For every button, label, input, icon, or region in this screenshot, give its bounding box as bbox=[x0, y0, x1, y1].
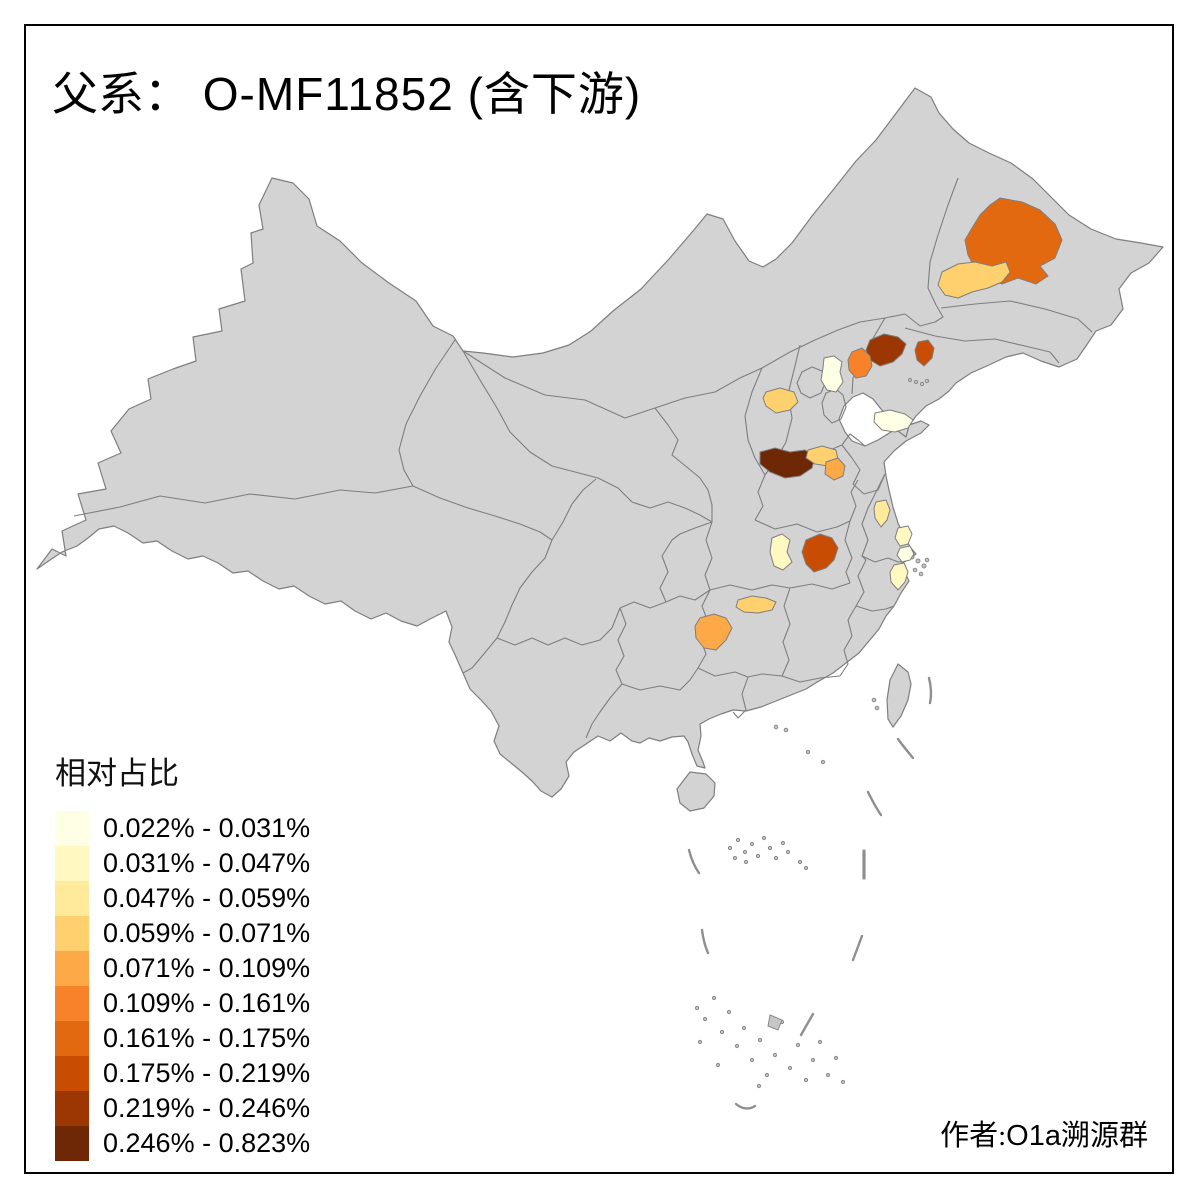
legend-swatch bbox=[55, 1126, 89, 1161]
legend-swatch bbox=[55, 986, 89, 1021]
choropleth-regions bbox=[694, 197, 1063, 651]
legend-label: 0.031% - 0.047% bbox=[103, 848, 311, 878]
map-region-17 bbox=[889, 562, 909, 591]
legend-label: 0.246% - 0.823% bbox=[103, 1128, 311, 1158]
china-mainland bbox=[36, 87, 1164, 798]
legend-title: 相对占比 bbox=[55, 756, 179, 791]
map-region-2 bbox=[937, 261, 1011, 299]
legend-label: 0.175% - 0.219% bbox=[103, 1058, 311, 1088]
map-region-16 bbox=[896, 545, 915, 563]
attribution-group-cjk: 溯源群 bbox=[1060, 1120, 1148, 1152]
legend-row: 0.071% - 0.109% bbox=[55, 951, 310, 986]
legend-swatch bbox=[55, 1056, 89, 1091]
legend-label: 0.219% - 0.246% bbox=[103, 1093, 311, 1123]
map-region-18 bbox=[735, 595, 777, 614]
legend-swatch bbox=[55, 951, 89, 986]
map-region-5 bbox=[914, 339, 935, 367]
attribution: 作者:O1a溯源群 bbox=[940, 1112, 1148, 1154]
legend-swatch bbox=[55, 1021, 89, 1056]
legend-swatch bbox=[55, 881, 89, 916]
map-region-12 bbox=[873, 499, 891, 528]
map-region-13 bbox=[769, 533, 793, 571]
island-dots bbox=[694, 377, 930, 1089]
islands bbox=[676, 663, 912, 812]
legend: 相对占比 0.022% - 0.031% 0.031% - 0.047% 0.047… bbox=[55, 748, 310, 1161]
legend-label: 0.059% - 0.071% bbox=[103, 918, 311, 948]
map-region-7 bbox=[762, 387, 799, 414]
legend-label: 0.047% - 0.059% bbox=[103, 883, 311, 913]
legend-row: 0.031% - 0.047% bbox=[55, 846, 310, 881]
province-borders bbox=[73, 177, 1093, 739]
legend-swatch bbox=[55, 916, 89, 951]
legend-label: 0.071% - 0.109% bbox=[103, 953, 311, 983]
map-region-9 bbox=[759, 447, 816, 479]
map-region-19 bbox=[694, 613, 733, 651]
page-title: 父系： O-MF11852 (含下游) bbox=[52, 58, 641, 124]
legend-label: 0.022% - 0.031% bbox=[103, 813, 311, 843]
legend-row: 0.022% - 0.031% bbox=[55, 811, 310, 846]
legend-items: 0.022% - 0.031% 0.031% - 0.047% 0.047% - 0… bbox=[55, 811, 310, 1161]
map-region-14 bbox=[801, 533, 839, 573]
map-region-8 bbox=[873, 409, 914, 433]
legend-label: 0.109% - 0.161% bbox=[103, 988, 311, 1018]
legend-row: 0.047% - 0.059% bbox=[55, 881, 310, 916]
map-region-4 bbox=[847, 347, 873, 379]
taiwan-island bbox=[886, 663, 912, 728]
legend-label: 0.161% - 0.175% bbox=[103, 1023, 311, 1053]
legend-row: 0.219% - 0.246% bbox=[55, 1091, 310, 1126]
map-region-1 bbox=[964, 197, 1063, 285]
legend-swatch bbox=[55, 1091, 89, 1126]
attribution-prefix: 作者: bbox=[940, 1120, 1007, 1152]
map-region-6 bbox=[820, 355, 844, 393]
map-region-15 bbox=[894, 525, 913, 547]
legend-swatch bbox=[55, 811, 89, 846]
legend-row: 0.246% - 0.823% bbox=[55, 1126, 310, 1161]
legend-row: 0.175% - 0.219% bbox=[55, 1056, 310, 1091]
map-region-11 bbox=[824, 457, 846, 481]
hainan-island bbox=[676, 771, 716, 812]
legend-row: 0.109% - 0.161% bbox=[55, 986, 310, 1021]
nine-dash-line bbox=[687, 676, 933, 1110]
title-prefix: 父系： bbox=[52, 69, 190, 120]
attribution-group-latin: O1a bbox=[1006, 1120, 1061, 1152]
legend-row: 0.161% - 0.175% bbox=[55, 1021, 310, 1056]
legend-swatch bbox=[55, 846, 89, 881]
legend-row: 0.059% - 0.071% bbox=[55, 916, 310, 951]
title-haplogroup: O-MF11852 (含下游) bbox=[202, 68, 642, 120]
